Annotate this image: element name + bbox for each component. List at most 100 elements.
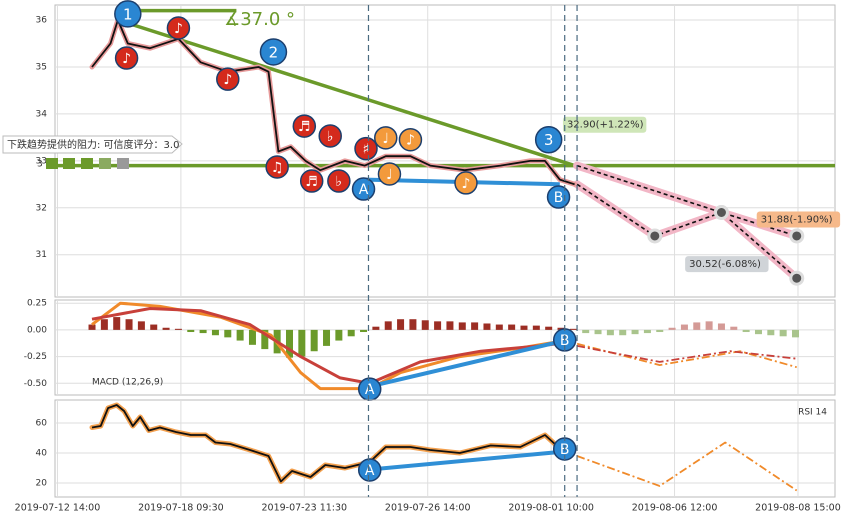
histogram-bar [199, 329, 207, 334]
marker [351, 177, 376, 201]
histogram-bar [187, 329, 195, 333]
series-line [117, 18, 576, 168]
marker-label: ♭ [327, 129, 334, 145]
marker-label: ♪ [174, 21, 183, 37]
forecast-point [647, 228, 663, 244]
x-tick-label: 2019-08-06 12:00 [632, 503, 718, 514]
y-tick-label: -0.50 [24, 379, 48, 389]
marker [534, 125, 563, 154]
marker-label: ♫ [271, 160, 284, 176]
histogram-bar [631, 329, 639, 335]
histogram-bar [606, 329, 614, 336]
icon [81, 158, 93, 169]
y-tick-label: 31 [36, 250, 47, 260]
histogram-bar [100, 319, 108, 330]
annotation: 31.88(-1.90%) [761, 215, 833, 226]
panel-label: RSI 14 [798, 408, 827, 418]
marker-label: ♪ [406, 133, 415, 149]
marker-label: A [365, 382, 375, 398]
marker [292, 114, 317, 138]
histogram-bar [150, 324, 158, 330]
histogram-bar [397, 319, 405, 330]
icon [46, 158, 58, 169]
marker-label: 1 [123, 5, 133, 23]
histogram-bar [360, 329, 368, 333]
histogram-bar [767, 329, 775, 336]
histogram-bar [742, 329, 750, 333]
panel-frame [54, 299, 836, 396]
histogram-bar [754, 329, 762, 335]
histogram-bar [619, 329, 627, 336]
y-tick-label: 36 [36, 16, 48, 26]
histogram-bar [162, 327, 170, 330]
histogram-bar [643, 329, 651, 334]
histogram-bar [656, 329, 664, 333]
histogram-bar [582, 329, 590, 334]
histogram-bar [434, 321, 442, 330]
y-tick-label: 0.00 [27, 325, 47, 335]
histogram-bar [384, 321, 392, 330]
marker-label: ♯ [363, 142, 370, 158]
marker [265, 155, 289, 179]
marker-label: ♩ [382, 131, 389, 147]
y-tick-label: 32 [36, 203, 47, 213]
histogram-bar [236, 329, 244, 341]
marker [398, 127, 423, 152]
marker [454, 171, 478, 195]
marker-label: A [365, 463, 375, 479]
panel-label: MACD (12,26,9) [92, 378, 163, 388]
tooltip: 下跌趋势提供的阻力: 可信度评分：3.0 3 [2, 135, 183, 170]
y-tick-label: 34 [36, 109, 48, 119]
histogram-bar [310, 329, 318, 352]
marker [114, 46, 139, 70]
histogram-bar [224, 329, 232, 338]
forecast-point [789, 270, 805, 286]
tooltip-box [2, 135, 183, 154]
histogram-bar [421, 320, 429, 330]
y-tick-label: 35 [36, 62, 47, 72]
marker-label: ♭ [336, 174, 343, 190]
marker-label: 2 [269, 43, 279, 61]
x-tick-label: 2019-07-18 09:30 [138, 503, 224, 514]
y-tick-label: 40 [36, 449, 48, 459]
series-line [91, 404, 566, 483]
histogram-bar [335, 329, 343, 341]
plot [55, 8, 835, 286]
marker-label: A [359, 182, 369, 198]
marker-label: B [554, 190, 564, 206]
marker-label: 3 [544, 131, 554, 149]
histogram-bar [347, 329, 355, 337]
marker-label: ♪ [122, 51, 131, 67]
marker [357, 458, 382, 482]
plot [88, 301, 800, 391]
histogram-bar [446, 321, 454, 330]
marker [299, 169, 324, 193]
histogram-bar [730, 326, 738, 330]
histogram-bar [693, 322, 701, 330]
icon [117, 158, 129, 169]
marker-label: ♬ [305, 174, 318, 190]
histogram-bar [680, 324, 688, 330]
annotation-box [562, 116, 647, 133]
histogram-bar [668, 327, 676, 330]
histogram-bar [137, 321, 145, 330]
histogram-bar [125, 319, 133, 330]
histogram-bar [532, 325, 540, 330]
y-tick-label: 33 [36, 156, 47, 166]
histogram-bar [705, 321, 713, 330]
histogram-bar [458, 322, 466, 330]
series-line [91, 301, 565, 391]
series-line [91, 307, 565, 385]
marker [374, 126, 398, 150]
histogram-bar [174, 328, 182, 330]
marker [216, 67, 240, 91]
x-tick-label: 2019-07-23 11:30 [261, 503, 347, 514]
series-line [576, 345, 797, 363]
histogram-bar [323, 329, 331, 346]
histogram-bar [520, 325, 528, 330]
histogram-bar [717, 323, 725, 330]
y-tick-label: -0.25 [24, 352, 47, 362]
histogram-bar [211, 329, 219, 336]
histogram-bar [248, 329, 256, 345]
